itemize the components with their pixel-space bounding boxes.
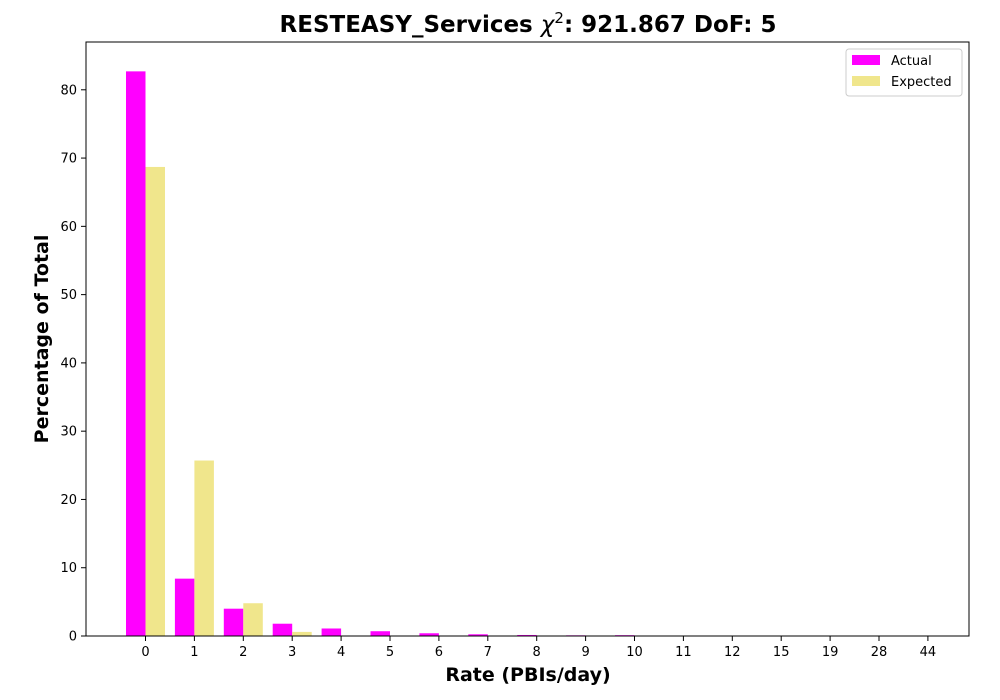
plot-area — [126, 71, 928, 637]
x-axis-label: Rate (PBIs/day) — [445, 664, 610, 686]
plot-frame — [85, 41, 970, 637]
bar-actual-0 — [126, 71, 146, 637]
chart-title-chi: χ — [539, 12, 556, 38]
bar-expected-0 — [145, 166, 165, 636]
bar-actual-5 — [370, 631, 390, 636]
x-tick-label: 6 — [435, 645, 443, 660]
x-tick-label: 5 — [386, 645, 394, 660]
x-tick-label: 4 — [337, 645, 345, 660]
x-tick-label: 19 — [822, 645, 839, 660]
legend-swatch-expected — [852, 76, 880, 86]
y-tick-label: 40 — [60, 356, 77, 371]
y-tick-label: 60 — [60, 220, 77, 235]
x-tick-label: 0 — [141, 645, 149, 660]
x-tick-label: 28 — [871, 645, 888, 660]
bar-actual-4 — [321, 628, 342, 636]
x-tick-label: 9 — [581, 645, 589, 660]
y-tick-label: 30 — [60, 425, 77, 440]
y-tick-label: 20 — [60, 493, 77, 508]
x-axis: 0 1 2 3 4 5 6 7 8 9 10 11 12 15 19 28 44 — [141, 636, 936, 660]
legend-label-actual: Actual — [891, 54, 932, 69]
x-tick-label: 3 — [288, 645, 296, 660]
chart-title: RESTEASY_Services χ2: 921.867 DoF: 5 — [280, 9, 777, 38]
bar-actual-2 — [223, 608, 244, 636]
legend-label-expected: Expected — [891, 75, 952, 90]
x-tick-label: 44 — [920, 645, 937, 660]
chart-title-chi-exponent: 2 — [554, 9, 564, 27]
y-tick-label: 10 — [60, 561, 77, 576]
y-tick-label: 70 — [60, 152, 77, 167]
y-axis: 0 10 20 30 40 50 60 70 80 — [60, 83, 86, 645]
x-tick-label: 11 — [675, 645, 692, 660]
legend: Actual Expected — [845, 48, 963, 97]
x-tick-label: 7 — [484, 645, 492, 660]
chart-title-prefix: RESTEASY_Services — [280, 12, 541, 38]
bar-actual-1 — [174, 578, 195, 636]
x-tick-label: 10 — [626, 645, 643, 660]
bar-expected-2 — [243, 603, 263, 636]
bar-actual-7 — [468, 634, 488, 636]
bar-actual-6 — [419, 633, 439, 636]
x-tick-label: 8 — [533, 645, 541, 660]
y-tick-label: 80 — [60, 83, 77, 98]
y-tick-label: 50 — [60, 288, 77, 303]
chart-title-suffix: : 921.867 DoF: 5 — [564, 12, 777, 38]
y-axis-label: Percentage of Total — [31, 235, 53, 444]
x-tick-label: 15 — [773, 645, 790, 660]
legend-swatch-actual — [852, 55, 880, 65]
x-tick-label: 1 — [190, 645, 198, 660]
bar-expected-1 — [194, 460, 214, 636]
bar-expected-3 — [292, 631, 312, 636]
x-tick-label: 12 — [724, 645, 741, 660]
bar-actual-3 — [272, 623, 293, 636]
y-tick-label: 0 — [69, 630, 77, 645]
bar-actual-8 — [517, 634, 537, 636]
x-tick-label: 2 — [239, 645, 247, 660]
